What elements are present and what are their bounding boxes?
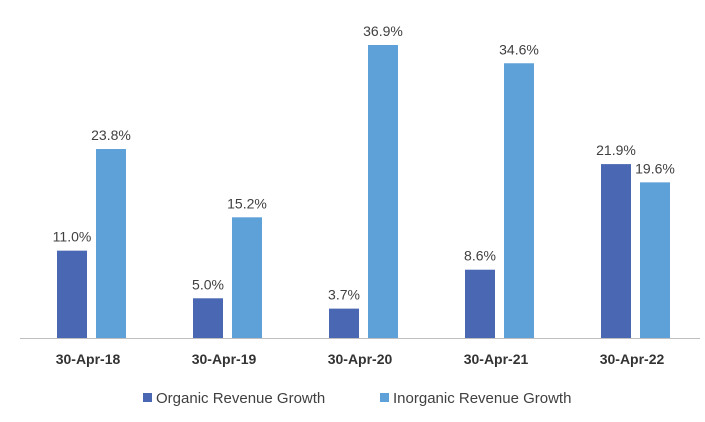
category-label-2: 30-Apr-20 bbox=[328, 351, 393, 367]
legend-swatch-organic bbox=[143, 393, 152, 402]
bar-inorganic-4 bbox=[640, 182, 670, 338]
category-label-4: 30-Apr-22 bbox=[600, 351, 665, 367]
bar-inorganic-3 bbox=[504, 63, 534, 338]
value-label-inorganic-2: 36.9% bbox=[363, 23, 403, 39]
bar-inorganic-0 bbox=[96, 149, 126, 338]
value-label-organic-0: 11.0% bbox=[53, 229, 92, 245]
category-label-3: 30-Apr-21 bbox=[464, 351, 529, 367]
bars-layer bbox=[57, 45, 670, 338]
value-label-inorganic-1: 15.2% bbox=[227, 195, 267, 211]
bar-organic-2 bbox=[329, 308, 359, 338]
bar-organic-3 bbox=[465, 269, 495, 338]
legend-label-organic: Organic Revenue Growth bbox=[156, 390, 325, 407]
category-label-1: 30-Apr-19 bbox=[192, 351, 257, 367]
bar-inorganic-1 bbox=[232, 217, 262, 338]
value-label-inorganic-3: 34.6% bbox=[499, 41, 539, 57]
value-label-organic-2: 3.7% bbox=[328, 287, 360, 303]
value-label-organic-4: 21.9% bbox=[596, 142, 636, 158]
value-label-organic-3: 8.6% bbox=[464, 248, 496, 264]
legend: Organic Revenue Growth Inorganic Revenue… bbox=[143, 390, 571, 407]
value-label-inorganic-4: 19.6% bbox=[635, 160, 675, 176]
bar-organic-1 bbox=[193, 298, 223, 338]
legend-label-inorganic: Inorganic Revenue Growth bbox=[393, 390, 571, 407]
bar-organic-4 bbox=[601, 164, 631, 338]
category-label-0: 30-Apr-18 bbox=[56, 351, 121, 367]
bar-inorganic-2 bbox=[368, 45, 398, 338]
value-label-organic-1: 5.0% bbox=[192, 276, 224, 292]
legend-swatch-inorganic bbox=[380, 393, 389, 402]
value-label-inorganic-0: 23.8% bbox=[91, 127, 131, 143]
bar-organic-0 bbox=[57, 250, 87, 338]
category-labels-layer: 30-Apr-18 30-Apr-19 30-Apr-20 30-Apr-21 30-A… bbox=[56, 351, 665, 367]
value-labels-layer: 11.0% 23.8% 5.0% 15.2% 3.7% 36.9% 8.6% 34.6% 21.… bbox=[53, 23, 675, 303]
